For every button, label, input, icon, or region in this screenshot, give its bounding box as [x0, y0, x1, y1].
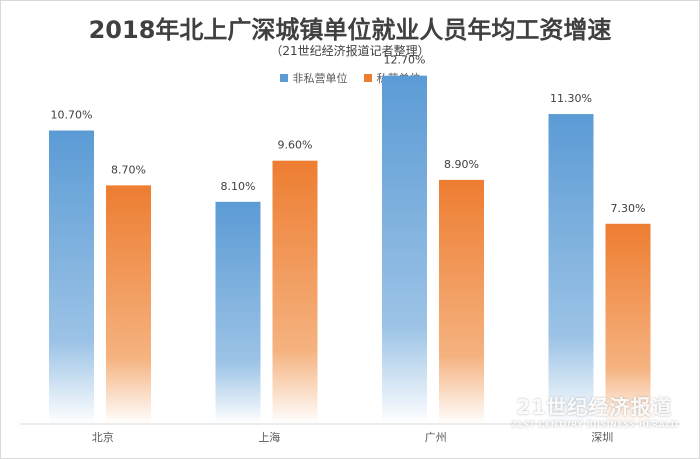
data-label-non-private-0: 10.70% [51, 109, 93, 122]
bar-private-1 [272, 160, 318, 424]
x-tick-label-2: 广州 [425, 431, 447, 444]
data-label-private-2: 8.90% [444, 158, 479, 171]
x-tick-label-0: 北京 [92, 430, 114, 444]
legend-swatch-non-private [279, 74, 288, 82]
bar-private-0 [106, 185, 151, 424]
legend-label-non-private: 非私营单位 [292, 72, 348, 85]
watermark-en: 21ST CENTURY BUSINESS HERALD [510, 420, 678, 429]
bar-non-private-2 [382, 75, 427, 425]
chart-title: 2018年北上广深城镇单位就业人员年均工资增速 [88, 16, 612, 44]
data-label-private-0: 8.70% [111, 163, 146, 176]
data-label-private-1: 9.60% [278, 139, 313, 152]
bar-private-2 [439, 179, 484, 424]
data-label-private-3: 7.30% [611, 202, 646, 215]
data-label-non-private-1: 8.10% [221, 180, 256, 193]
watermark-cn: 21世纪经济报道 [516, 395, 673, 419]
legend-item-non-private: 非私营单位 [279, 70, 348, 86]
bar-non-private-0 [49, 130, 94, 424]
legend-swatch-private [363, 74, 372, 82]
data-label-non-private-2: 12.70% [384, 54, 426, 67]
watermark-logo: 21世纪经济报道 21ST CENTURY BUSINESS HERALD [511, 391, 678, 429]
bar-non-private-3 [548, 114, 594, 425]
bar-private-3 [605, 223, 651, 424]
x-tick-label-1: 上海 [258, 430, 280, 444]
data-label-non-private-3: 11.30% [550, 92, 592, 105]
chart-subtitle: （21世纪经济报道记者整理） [270, 44, 430, 58]
x-tick-label-3: 深圳 [591, 431, 613, 444]
bar-non-private-1 [215, 201, 261, 424]
